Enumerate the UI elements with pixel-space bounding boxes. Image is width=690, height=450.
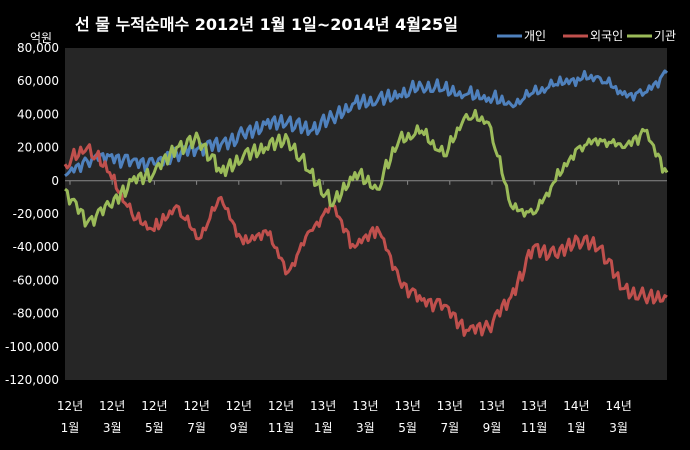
x-tick-month: 1월 — [314, 421, 333, 435]
x-tick-month: 3월 — [356, 421, 375, 435]
x-tick-month: 11월 — [521, 421, 547, 435]
x-tick-year: 12년 — [99, 399, 125, 413]
x-tick-month: 9월 — [229, 421, 248, 435]
x-tick-year: 12년 — [268, 399, 294, 413]
series-line-2 — [63, 143, 668, 337]
y-tick-label: 60,000 — [17, 74, 59, 88]
x-tick-year: 12년 — [141, 399, 167, 413]
x-tick-month: 5월 — [145, 421, 164, 435]
series-group — [63, 69, 669, 337]
x-tick-month: 7월 — [440, 421, 459, 435]
y-tick-label: -20,000 — [13, 207, 59, 221]
x-tick-month: 9월 — [483, 421, 502, 435]
x-tick-month: 7월 — [187, 421, 206, 435]
y-tick-label: -120,000 — [5, 373, 59, 387]
x-tick-year: 14년 — [605, 399, 631, 413]
plot-area — [65, 48, 667, 380]
y-unit-label: 억원 — [30, 31, 52, 45]
x-tick-year: 12년 — [57, 399, 83, 413]
x-tick-month: 1월 — [567, 421, 586, 435]
x-tick-year: 13년 — [352, 399, 378, 413]
series-line-3 — [64, 108, 669, 228]
legend-label: 개인 — [524, 29, 546, 43]
x-tick-month: 11월 — [268, 421, 294, 435]
x-tick-year: 13년 — [521, 399, 547, 413]
y-tick-label: 80,000 — [17, 41, 59, 55]
legend-label: 기관 — [654, 29, 676, 43]
y-tick-label: 0 — [51, 174, 59, 188]
y-tick-label: 20,000 — [17, 141, 59, 155]
y-tick-label: -60,000 — [13, 273, 59, 287]
x-tick-month: 3월 — [609, 421, 628, 435]
chart-title: 선 물 누적순매수 2012년 1월 1일~2014년 4월25일 — [75, 15, 458, 34]
y-axis: 80,000 60,000 40,000 20,000 0 -20,000 -40,000 -… — [5, 41, 59, 387]
y-tick-label: 40,000 — [17, 107, 59, 121]
x-tick-year: 13년 — [394, 399, 420, 413]
x-axis: 12년 1월 12년 3월 12년 5월 12년 7월 12년 9월 12년 11월 13년 1월 13년 3… — [57, 180, 632, 435]
x-tick-month: 3월 — [103, 421, 122, 435]
x-tick-month: 5월 — [398, 421, 417, 435]
x-tick-year: 13년 — [479, 399, 505, 413]
x-tick-year: 14년 — [563, 399, 589, 413]
x-tick-year: 12년 — [226, 399, 252, 413]
legend-label: 외국인 — [590, 29, 623, 43]
x-tick-month: 1월 — [61, 421, 80, 435]
x-tick-year: 13년 — [310, 399, 336, 413]
y-tick-label: -40,000 — [13, 240, 59, 254]
y-tick-label: -100,000 — [5, 340, 59, 354]
legend: 개인 외국인 기관 — [497, 29, 676, 43]
x-tick-year: 12년 — [183, 399, 209, 413]
x-tick-year: 13년 — [437, 399, 463, 413]
y-tick-label: -80,000 — [13, 307, 59, 321]
